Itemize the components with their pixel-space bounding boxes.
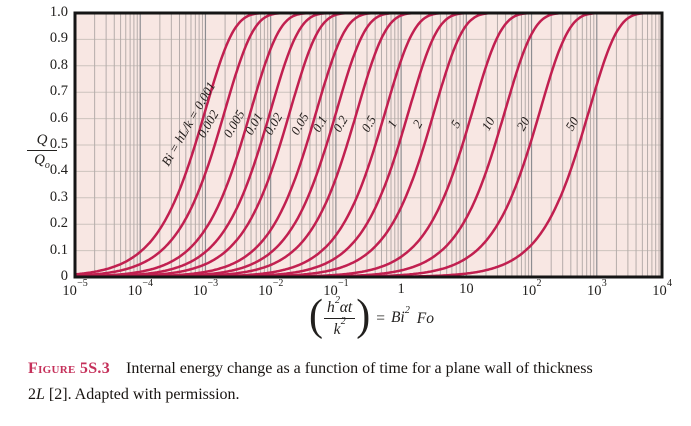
curve-label-bi-0.2: 0.2: [330, 113, 351, 135]
open-paren: (: [309, 291, 323, 341]
y-tick-0.7: 0.7: [49, 83, 68, 100]
y-tick-0.3: 0.3: [49, 188, 68, 205]
y-tick-0.1: 0.1: [49, 241, 68, 258]
y-tick-1.0: 1.0: [49, 4, 68, 20]
caption-line1: Figure 5S.3 Internal energy change as a f…: [28, 360, 593, 377]
close-paren: ): [356, 291, 371, 341]
plot-frame: [73, 11, 664, 279]
curve-label-bi-0.5: 0.5: [358, 113, 379, 135]
x-tick-1: 1: [397, 281, 405, 297]
y-tick-0.8: 0.8: [49, 56, 68, 73]
x-tick-10−1: 10−1: [323, 277, 349, 299]
x-tick-10−2: 10−2: [258, 277, 284, 299]
x-tick-10: 10: [459, 281, 474, 297]
x-tick-102: 102: [521, 277, 542, 299]
x-label-rhs: = Bi2 Fo: [376, 304, 434, 327]
y-axis-label: Q Qo: [27, 132, 57, 172]
y-tick-0.4: 0.4: [49, 162, 68, 179]
figure-number-label: Figure 5S.3: [28, 360, 111, 377]
x-tick-10−5: 10−5: [62, 277, 88, 299]
y-label-denominator: Qo: [34, 152, 50, 172]
x-tick-103: 103: [587, 277, 607, 299]
y-tick-0.5: 0.5: [49, 136, 68, 152]
y-tick-0.6: 0.6: [49, 109, 68, 126]
curve-label-bi-0.1: 0.1: [309, 113, 330, 135]
figure-caption: Figure 5S.3 Internal energy change as a f…: [28, 356, 683, 408]
y-tick-0.9: 0.9: [49, 30, 68, 47]
x-tick-10−3: 10−3: [192, 277, 219, 299]
x-axis-label: ( h2αt k2 ) = Bi2 Fo: [309, 291, 434, 341]
x-tick-10−4: 10−4: [127, 277, 153, 299]
y-tick-0: 0: [60, 268, 68, 284]
x-tick-104: 104: [652, 277, 672, 299]
y-tick-0.2: 0.2: [49, 215, 68, 232]
y-label-numerator: Q: [27, 132, 57, 152]
caption-line2: 2L [2]. Adapted with permission.: [28, 386, 240, 403]
x-label-fraction: h2αt k2: [324, 295, 356, 338]
